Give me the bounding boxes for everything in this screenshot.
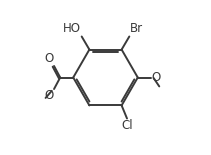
- Text: O: O: [44, 89, 53, 102]
- Text: Cl: Cl: [122, 119, 133, 132]
- Text: O: O: [151, 71, 161, 84]
- Text: HO: HO: [63, 22, 81, 35]
- Text: Br: Br: [130, 22, 143, 35]
- Text: O: O: [44, 52, 53, 65]
